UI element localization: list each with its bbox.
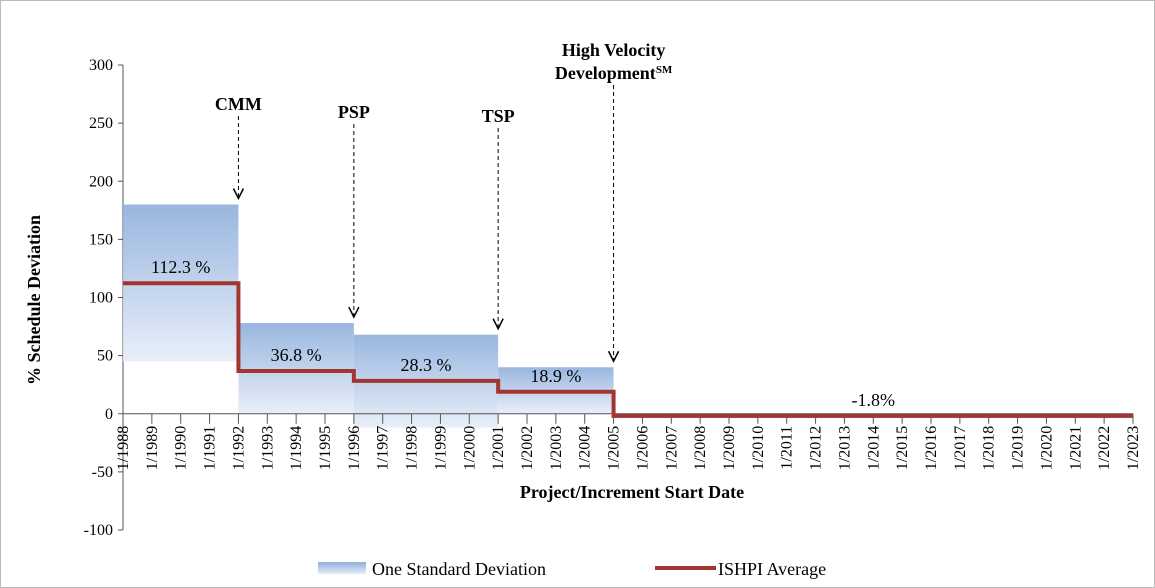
x-tick-label: 1/2000 (461, 426, 478, 470)
y-tick-label: 150 (89, 231, 113, 248)
y-tick-label: 100 (89, 290, 113, 307)
x-tick-label: 1/1988 (115, 426, 132, 470)
arrow-head (232, 188, 245, 201)
x-tick-label: 1/1989 (144, 426, 161, 470)
y-tick-label: 300 (89, 57, 113, 74)
arrow-head (492, 318, 504, 331)
annotation-superscript: SM (656, 64, 673, 76)
x-tick-label: 1/2007 (663, 426, 680, 470)
x-tick-label: 1/1995 (317, 426, 334, 470)
x-tick-label: 1/2016 (923, 426, 940, 470)
value-label: -1.8% (852, 390, 896, 410)
x-tick-label: 1/2015 (894, 426, 911, 470)
x-tick-label: 1/1998 (404, 426, 421, 470)
x-tick-label: 1/2005 (606, 426, 623, 470)
y-axis-title: % Schedule Deviation (24, 215, 44, 385)
annotation-text: High Velocity (562, 40, 666, 60)
x-tick-label: 1/2006 (634, 426, 651, 470)
value-label: 18.9 % (530, 366, 581, 386)
x-tick-label: 1/2004 (577, 426, 594, 470)
x-tick-label: 1/2002 (519, 426, 536, 470)
x-tick-label: 1/1991 (202, 426, 219, 470)
x-tick-label: 1/2009 (721, 426, 738, 470)
annotation: High Velocity (562, 40, 666, 60)
x-tick-label: 1/1992 (230, 426, 247, 470)
average-line (123, 281, 1133, 418)
arrow-head (607, 350, 620, 363)
annotation: CMM (215, 94, 262, 114)
x-axis-title: Project/Increment Start Date (520, 482, 744, 502)
annotation-text: TSP (482, 106, 515, 126)
x-tick-label: 1/2023 (1125, 426, 1142, 470)
x-tick-label: 1/2017 (952, 426, 969, 470)
x-tick-label: 1/2021 (1067, 426, 1084, 470)
x-tick-label: 1/1990 (173, 426, 190, 470)
annotation-text: Development (555, 63, 656, 83)
legend-label: ISHPI Average (718, 559, 826, 579)
x-tick-label: 1/1996 (346, 426, 363, 470)
value-label: 112.3 % (151, 257, 210, 277)
y-tick-label: 250 (89, 115, 113, 132)
y-tick-label: -50 (92, 464, 113, 481)
x-tick-label: 1/1999 (432, 426, 449, 470)
value-label: 36.8 % (271, 345, 322, 365)
annotation: PSP (338, 102, 370, 122)
x-tick-label: 1/2019 (1010, 426, 1027, 470)
annotation: DevelopmentSM (555, 63, 673, 83)
x-tick-label: 1/2022 (1096, 426, 1113, 470)
x-tick-label: 1/2018 (981, 426, 998, 470)
value-label: 28.3 % (401, 355, 452, 375)
x-tick-label: 1/1994 (288, 426, 305, 470)
annotation-text: CMM (215, 94, 262, 114)
x-tick-label: 1/2003 (548, 426, 565, 470)
annotation: TSP (482, 106, 515, 126)
x-tick-label: 1/2010 (750, 426, 767, 470)
y-tick-label: 50 (97, 348, 113, 365)
x-tick-label: 1/1993 (259, 426, 276, 470)
x-tick-label: 1/2014 (865, 426, 882, 470)
sd-band (238, 323, 354, 414)
x-tick-label: 1/2013 (836, 426, 853, 470)
y-tick-label: 0 (105, 406, 113, 423)
x-tick-label: 1/2011 (779, 426, 796, 470)
x-tick-label: 1/2012 (808, 426, 825, 470)
annotation-text: PSP (338, 102, 370, 122)
x-tick-label: 1/2020 (1038, 426, 1055, 470)
y-tick-label: -100 (84, 522, 113, 539)
y-tick-label: 200 (89, 173, 113, 190)
x-tick-label: 1/2008 (692, 426, 709, 470)
x-tick-label: 1/1997 (375, 426, 392, 470)
legend-label: One Standard Deviation (372, 559, 546, 579)
x-tick-label: 1/2001 (490, 426, 507, 470)
legend-swatch (318, 562, 366, 574)
arrow-head (348, 306, 360, 319)
